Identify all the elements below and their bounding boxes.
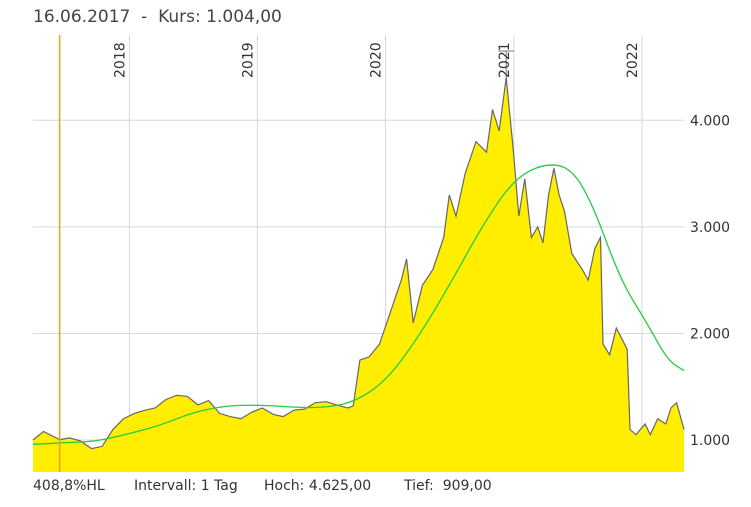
header-separator: - bbox=[141, 7, 148, 27]
low-value: 909,00 bbox=[442, 478, 492, 494]
y-tick-label: 2.000 bbox=[690, 326, 730, 342]
header-price-value: 1.004,00 bbox=[206, 7, 282, 27]
x-tick-label: 2019 bbox=[240, 42, 256, 78]
price-area bbox=[33, 77, 684, 472]
range-text: 408,8%HL bbox=[33, 478, 105, 494]
x-tick-label: 2021 bbox=[497, 42, 513, 78]
header-date: 16.06.2017 bbox=[33, 7, 131, 27]
interval-info: Intervall: 1 Tag bbox=[134, 478, 238, 494]
interval-label: Intervall: bbox=[134, 478, 197, 494]
moving-average-line bbox=[32, 164, 685, 445]
low-info: Tief: 909,00 bbox=[404, 478, 492, 494]
x-tick-label: 2020 bbox=[369, 42, 385, 78]
price-line bbox=[32, 77, 685, 450]
high-info: Hoch: 4.625,00 bbox=[264, 478, 371, 494]
x-tick-label: 2018 bbox=[112, 42, 128, 78]
x-tick-label: 2022 bbox=[625, 42, 641, 78]
y-axis: 1.000 2.000 3.000 4.000 bbox=[690, 113, 730, 449]
high-label: Hoch: bbox=[264, 478, 305, 494]
x-axis: 2018 2019 2020 2021 2022 bbox=[112, 42, 640, 78]
high-marker bbox=[498, 50, 515, 78]
y-tick-label: 1.000 bbox=[690, 433, 730, 449]
y-tick-label: 3.000 bbox=[690, 220, 730, 236]
high-value: 4.625,00 bbox=[308, 478, 372, 494]
chart-header: 16.06.2017 - Kurs: 1.004,00 bbox=[33, 7, 282, 27]
low-label: Tief: bbox=[404, 478, 434, 494]
y-tick-label: 4.000 bbox=[690, 113, 730, 129]
interval-value: 1 Tag bbox=[200, 478, 238, 494]
header-price-label: Kurs: bbox=[158, 7, 201, 27]
